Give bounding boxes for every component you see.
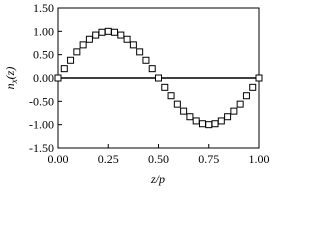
marker (67, 56, 75, 64)
x-tick-label: 0.50 (148, 152, 169, 166)
marker (73, 48, 81, 56)
marker (230, 107, 238, 115)
y-tick-label: 0.00 (33, 71, 54, 85)
marker (224, 113, 232, 121)
marker (60, 65, 68, 73)
x-tick-label: 0.00 (48, 152, 69, 166)
marker (155, 74, 162, 82)
chart: z/p nx(z) -1.50 -1.00 -0.50 0.00 0.50 1.00 1.5… (3, 1, 270, 186)
x-tick-label: 0.25 (98, 152, 119, 166)
marker (142, 56, 150, 64)
marker (236, 100, 244, 108)
x-axis-label: z/p (150, 172, 165, 186)
marker (161, 83, 169, 91)
marker (117, 31, 125, 39)
marker (255, 74, 263, 82)
marker (136, 48, 144, 56)
marker (205, 121, 213, 129)
marker (211, 120, 219, 128)
y-tick-label: -1.50 (29, 141, 54, 155)
marker (217, 117, 225, 125)
marker (173, 100, 181, 108)
marker (111, 28, 119, 36)
marker (148, 65, 156, 73)
marker (85, 35, 93, 43)
y-axis-label: nx(z) (3, 67, 19, 90)
x-tick-label: 0.75 (198, 152, 219, 166)
y-tick-label: -0.50 (29, 94, 54, 108)
marker (167, 92, 175, 100)
marker (54, 74, 62, 82)
marker (129, 41, 137, 49)
marker (104, 27, 112, 35)
y-tick-label: 1.50 (33, 1, 54, 15)
marker (98, 28, 106, 36)
y-label-rest: (z) (3, 67, 17, 80)
marker (79, 41, 87, 49)
y-label-main: n (3, 83, 17, 89)
marker (192, 117, 200, 125)
marker (249, 83, 257, 91)
marker (123, 35, 131, 43)
marker (186, 113, 194, 121)
x-tick-label: 1.00 (249, 152, 270, 166)
y-tick-label: 1.00 (33, 24, 54, 38)
y-tick-label: 0.50 (33, 48, 54, 62)
marker (198, 120, 206, 128)
y-label-sub: x (9, 79, 19, 84)
y-tick-label: -1.00 (29, 118, 54, 132)
marker (92, 31, 100, 39)
marker (180, 107, 188, 115)
marker (242, 92, 250, 100)
